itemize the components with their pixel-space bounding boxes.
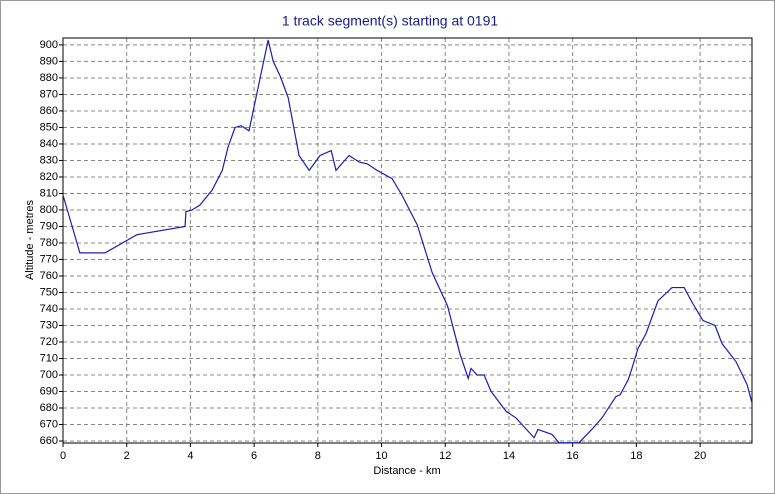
y-tick-label: 870 [40, 88, 58, 100]
x-tick-label: 18 [630, 450, 642, 462]
y-tick-label: 660 [40, 435, 58, 447]
y-tick-label: 750 [40, 286, 58, 298]
x-tick-label: 0 [60, 450, 66, 462]
y-tick-label: 680 [40, 402, 58, 414]
y-tick-label: 850 [40, 121, 58, 133]
y-tick-label: 770 [40, 253, 58, 265]
y-tick-label: 670 [40, 418, 58, 430]
x-tick-label: 2 [124, 450, 130, 462]
y-tick-label: 810 [40, 187, 58, 199]
y-axis-label: Altitude - metres [24, 199, 36, 280]
y-tick-label: 780 [40, 237, 58, 249]
x-tick-label: 14 [503, 450, 515, 462]
y-tick-label: 710 [40, 352, 58, 364]
y-tick-label: 790 [40, 220, 58, 232]
y-tick-label: 730 [40, 319, 58, 331]
x-tick-label: 20 [694, 450, 706, 462]
y-tick-label: 890 [40, 55, 58, 67]
y-tick-label: 880 [40, 72, 58, 84]
y-tick-label: 700 [40, 369, 58, 381]
y-tick-label: 760 [40, 270, 58, 282]
x-tick-label: 12 [439, 450, 451, 462]
x-tick-label: 8 [315, 450, 321, 462]
y-tick-label: 690 [40, 385, 58, 397]
y-tick-label: 840 [40, 138, 58, 150]
plot-area [62, 37, 753, 444]
x-tick-label: 16 [567, 450, 579, 462]
y-tick-label: 740 [40, 303, 58, 315]
x-tick-label: 4 [187, 450, 193, 462]
x-tick-label: 6 [251, 450, 257, 462]
y-tick-label: 900 [40, 39, 58, 51]
altitude-line [62, 39, 753, 444]
chart-title: 1 track segment(s) starting at 0191 [282, 13, 499, 29]
x-axis-label: Distance - km [373, 465, 440, 477]
y-tick-label: 720 [40, 336, 58, 348]
y-tick-label: 860 [40, 105, 58, 117]
y-tick-label: 800 [40, 204, 58, 216]
x-tick-label: 10 [375, 450, 387, 462]
y-tick-label: 820 [40, 171, 58, 183]
y-tick-label: 830 [40, 154, 58, 166]
